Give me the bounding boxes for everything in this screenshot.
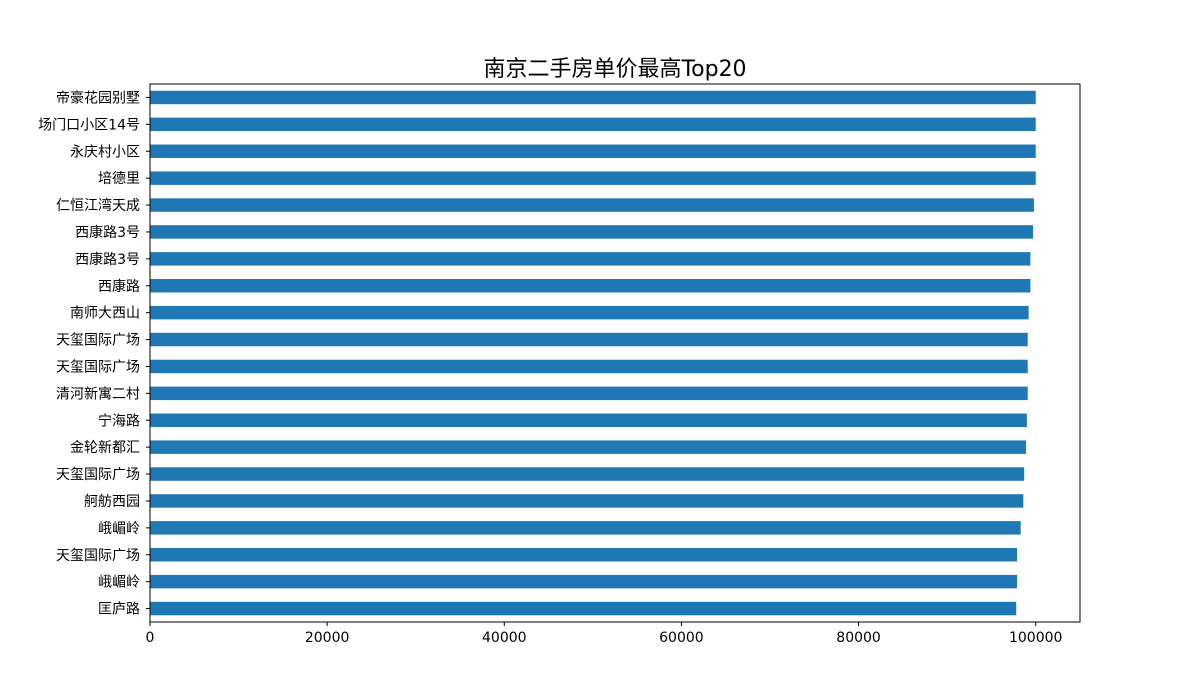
bar — [150, 225, 1034, 239]
y-tick-label: 天玺国际广场 — [56, 333, 140, 349]
y-tick-label: 清河新寓二村 — [56, 385, 140, 402]
bar — [150, 359, 1028, 374]
bar — [150, 144, 1036, 158]
plot-frame — [149, 83, 1081, 623]
chart-title: 南京二手房单价最高Top20 — [483, 57, 746, 82]
y-tick-label: 匡庐路 — [98, 602, 140, 618]
bar — [150, 494, 1024, 508]
bar — [150, 574, 1018, 589]
y-tick-label: 帝豪花园别墅 — [56, 90, 140, 106]
bar — [150, 601, 1017, 616]
y-tick-label: 仁恒江湾天成 — [56, 197, 140, 214]
x-tick-label: 0 — [146, 630, 155, 646]
x-tick-label: 60000 — [659, 630, 704, 646]
bar — [150, 198, 1034, 212]
bar — [150, 467, 1025, 481]
bar — [150, 332, 1028, 347]
bar — [150, 171, 1036, 185]
bar — [150, 521, 1021, 535]
y-tick-label: 宁海路 — [98, 412, 140, 429]
bar — [150, 252, 1031, 266]
y-tick-label: 天玺国际广场 — [56, 359, 140, 375]
y-tick-label: 西康路3号 — [75, 251, 140, 268]
y-tick-label: 舸舫西园 — [84, 493, 140, 510]
bar — [150, 279, 1031, 293]
y-tick-label: 永庆村小区 — [70, 144, 140, 160]
bar — [150, 117, 1036, 132]
bars-group — [150, 90, 1036, 616]
y-tick-label: 南师大西山 — [70, 306, 140, 322]
bar — [150, 90, 1036, 105]
y-axis-labels: 帝豪花园别墅场门口小区14号永庆村小区培德里仁恒江湾天成西康路3号西康路3号西康… — [38, 90, 150, 618]
bar — [150, 440, 1026, 454]
y-tick-label: 培德里 — [98, 171, 140, 187]
y-tick-label: 金轮新都汇 — [70, 440, 140, 456]
y-tick-label: 峨嵋岭 — [98, 521, 140, 537]
x-tick-label: 20000 — [305, 630, 350, 646]
y-tick-label: 天玺国际广场 — [56, 548, 140, 564]
x-tick-label: 40000 — [482, 630, 527, 646]
x-axis-ticks: 0 20000 40000 60000 80000 100000 — [146, 622, 1062, 646]
x-tick-label: 80000 — [836, 630, 881, 646]
y-tick-label: 西康路 — [98, 278, 140, 295]
y-tick-label: 峨嵋岭 — [98, 575, 140, 591]
x-tick-label: 100000 — [1009, 630, 1062, 646]
y-tick-label: 西康路3号 — [75, 224, 140, 241]
bar — [150, 305, 1029, 320]
bar — [150, 413, 1027, 427]
y-tick-label: 天玺国际广场 — [56, 467, 140, 483]
y-tick-label: 场门口小区14号 — [38, 117, 140, 133]
bar — [150, 386, 1028, 401]
bar — [150, 548, 1018, 562]
